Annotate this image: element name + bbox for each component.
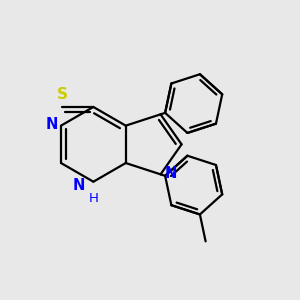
Text: N: N (165, 166, 177, 181)
Text: S: S (57, 87, 68, 102)
Text: N: N (73, 178, 86, 193)
Text: H: H (88, 192, 98, 205)
Text: N: N (46, 117, 58, 132)
